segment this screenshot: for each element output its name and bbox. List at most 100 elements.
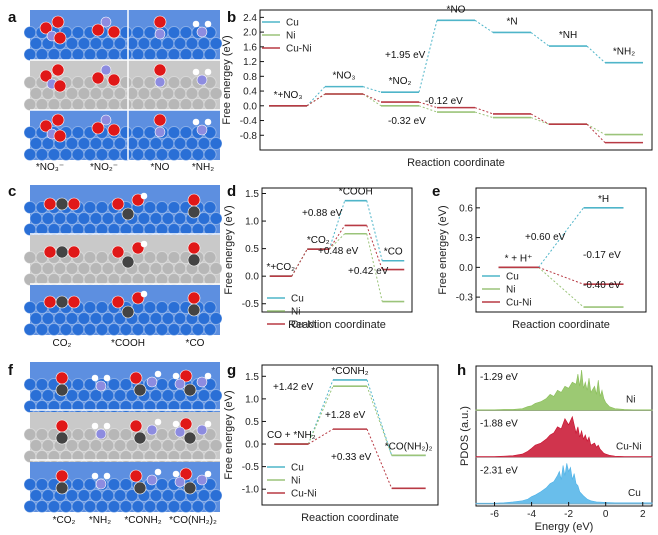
model-a-atom bbox=[155, 148, 169, 161]
chart-g-legend-label-2: Cu-Ni bbox=[291, 489, 317, 500]
chart-b-step-label-1: *NO₃ bbox=[333, 71, 356, 82]
chart-e-legend-label-0: Cu bbox=[506, 272, 519, 283]
ads-a-no2-0 bbox=[91, 16, 121, 39]
ads-a-no2-2-atom-1 bbox=[100, 114, 112, 126]
ads-f-conh2-0 bbox=[129, 370, 162, 397]
chart-b-link-Cu-Ni-3 bbox=[474, 107, 494, 115]
model-c-atom bbox=[167, 323, 181, 336]
ads-a-no2-1-atom-0 bbox=[91, 71, 105, 85]
model-a-atom bbox=[197, 87, 211, 100]
chart-h-xtick-label-4: 2 bbox=[640, 509, 646, 520]
model-c-atom bbox=[83, 201, 97, 214]
ads-f-urea-2-atom-3 bbox=[174, 476, 186, 488]
ads-f-nh2-0-atom-0 bbox=[95, 380, 107, 392]
ads-f-conh2-2-atom-2 bbox=[146, 474, 158, 486]
chart-h: -1.29 eV Ni -1.88 eV Cu-Ni -2.31 eV Cu -6 -4 -2 0… bbox=[459, 365, 653, 533]
model-c-atom bbox=[101, 262, 115, 275]
model-a-atom bbox=[41, 137, 55, 150]
ads-f-urea-0-atom-0 bbox=[179, 369, 193, 383]
model-a-atom bbox=[59, 48, 73, 61]
model-f-atom bbox=[71, 378, 85, 391]
model-f-atom bbox=[155, 500, 169, 513]
model-a-atom bbox=[209, 37, 223, 50]
model-a-atom bbox=[47, 98, 61, 111]
model-c-atom bbox=[167, 201, 181, 214]
model-c-atom bbox=[47, 323, 61, 336]
chart-b-legend-label-2: Cu-Ni bbox=[286, 44, 312, 55]
model-f-atom bbox=[71, 500, 85, 513]
model-a-atom bbox=[131, 98, 145, 111]
model-c-atom bbox=[89, 212, 103, 225]
ads-c-co2-2-atom-1 bbox=[55, 295, 69, 309]
ads-f-conh2-1-atom-0 bbox=[129, 419, 143, 433]
chart-h-center-label-0: -1.29 eV bbox=[480, 372, 518, 383]
chart-b-step-label-5: *NH bbox=[559, 30, 577, 41]
captions-a: *NO₃⁻ *NO₂⁻ *NO *NH₂ bbox=[36, 162, 214, 173]
ads-a-no3-1-atom-0 bbox=[39, 69, 53, 83]
model-a-atom bbox=[23, 26, 37, 39]
model-c-atom bbox=[155, 301, 169, 314]
chart-h-area-Cu bbox=[475, 463, 653, 505]
model-c-atom bbox=[29, 312, 43, 325]
model-a-atom bbox=[89, 87, 103, 100]
model-f-atom bbox=[83, 478, 97, 491]
model-a-atom bbox=[179, 126, 193, 139]
ads-f-urea-2-atom-0 bbox=[179, 467, 193, 481]
model-c-atom bbox=[143, 201, 157, 214]
chart-g-annotation-0: +1.42 eV bbox=[273, 382, 314, 393]
ads-c-co2-1-atom-1 bbox=[55, 245, 69, 259]
ads-a-no2-2-atom-2 bbox=[107, 123, 121, 137]
ads-a-no3-1-atom-3 bbox=[53, 79, 67, 93]
captions-f: *CO₂ *NH₂ *CONH₂ *CO(NH₂)₂ bbox=[53, 515, 217, 526]
model-f-atom bbox=[173, 439, 187, 452]
chart-h-series-label-2: Cu bbox=[628, 488, 641, 499]
ads-f-conh2-2-atom-0 bbox=[129, 469, 143, 483]
model-c-atom bbox=[143, 301, 157, 314]
ads-c-co-2-atom-0 bbox=[187, 291, 201, 305]
model-f-atom bbox=[65, 439, 79, 452]
model-a-atom bbox=[155, 48, 169, 61]
ads-f-urea-1-atom-4 bbox=[204, 420, 212, 428]
chart-d-ytick-label-2: 0.5 bbox=[245, 244, 259, 255]
ads-f-urea-2-atom-5 bbox=[172, 470, 180, 478]
chart-e-step-label-1: *H bbox=[598, 194, 609, 205]
model-f-atom bbox=[29, 439, 43, 452]
model-a-atom bbox=[113, 137, 127, 150]
model-a-atom bbox=[59, 98, 73, 111]
model-f-atom bbox=[161, 439, 175, 452]
ads-f-urea-0-atom-5 bbox=[172, 372, 180, 380]
ads-c-co2-2 bbox=[43, 295, 81, 309]
ads-f-urea-1 bbox=[172, 417, 212, 445]
model-a-atom bbox=[77, 87, 91, 100]
chart-e-annotation-0: +0.60 eV bbox=[525, 232, 566, 243]
model-c-atom bbox=[167, 301, 181, 314]
model-f-atom bbox=[161, 489, 175, 502]
chart-b-step-label-3: *NO bbox=[447, 4, 466, 15]
model-a-atom bbox=[137, 137, 151, 150]
model-a-atom bbox=[167, 26, 181, 39]
charts: -0.8 -0.4 0.0 0.4 0.8 1.2 1.6 2.0 2.4 Free energe… bbox=[221, 4, 653, 533]
model-a-atom bbox=[131, 76, 145, 89]
panel-label-e: e bbox=[432, 183, 440, 200]
model-a-atom bbox=[149, 87, 163, 100]
caption-a-0: *NO₃⁻ bbox=[36, 162, 64, 173]
model-c-atom bbox=[59, 323, 73, 336]
ads-a-no2-1-atom-2 bbox=[107, 73, 121, 87]
ads-c-cooh-0-atom-0 bbox=[111, 197, 125, 211]
model-c-atom bbox=[23, 251, 37, 264]
model-f-atom bbox=[149, 489, 163, 502]
model-c-atom bbox=[23, 323, 37, 336]
model-c-atom bbox=[209, 212, 223, 225]
model-c-atom bbox=[95, 301, 109, 314]
model-a-atom bbox=[131, 126, 145, 139]
chart-b-link-Cu-Ni-4 bbox=[530, 113, 550, 125]
chart-g-legend-label-0: Cu bbox=[291, 463, 304, 474]
model-f-atom bbox=[47, 500, 61, 513]
model-a-atom bbox=[131, 26, 145, 39]
model-f-atom bbox=[143, 500, 157, 513]
ads-f-urea-0 bbox=[172, 369, 212, 397]
model-a-atom bbox=[101, 37, 115, 50]
chart-g-link-Cu-0 bbox=[307, 379, 334, 445]
chart-d-ytick-label-3: 1.0 bbox=[245, 217, 259, 228]
model-f-atom bbox=[161, 389, 175, 402]
